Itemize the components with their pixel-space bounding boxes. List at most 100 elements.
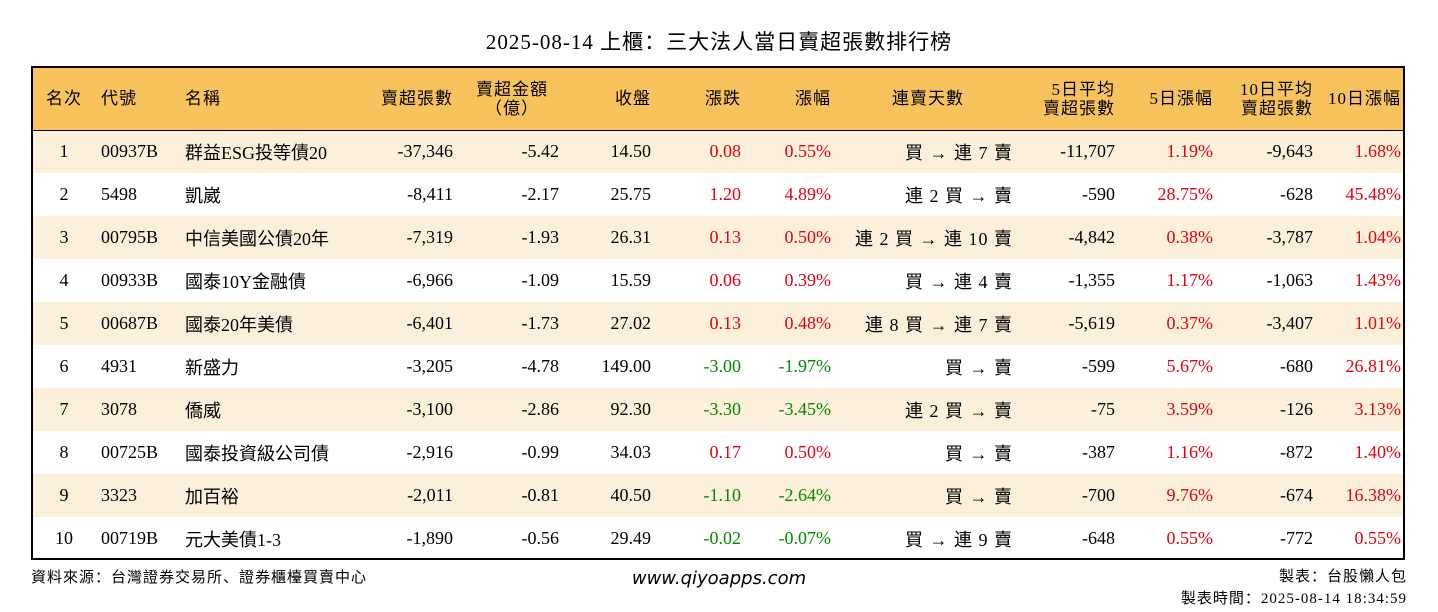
cell-avg10: -680 (1280, 356, 1313, 376)
cell-streak: 連 8 買 → 連 7 賣 (865, 314, 1013, 335)
cell-name: 凱崴 (185, 185, 221, 206)
cell-close: 34.03 (610, 442, 652, 462)
cell-streak: 買 → 賣 (945, 443, 1013, 464)
cell-sell-amount: -0.99 (521, 442, 560, 462)
cell-pct5: 5.67% (1166, 356, 1214, 376)
cell-streak: 買 → 連 4 賣 (905, 271, 1013, 292)
cell-rank: 10 (55, 528, 73, 548)
website-link[interactable]: www.qiyoapps.com (631, 568, 807, 589)
cell-streak: 買 → 賣 (945, 357, 1013, 378)
cell-name: 僑威 (185, 400, 221, 421)
cell-pct10: 16.38% (1345, 485, 1402, 505)
cell-name: 新盛力 (185, 357, 239, 378)
footer-credits: 製表：台股懶人包 製表時間：2025-08-14 18:34:59 (1181, 566, 1407, 610)
header-avg10: 10日平均 賣超張數 (1219, 68, 1319, 131)
cell-pct5: 9.76% (1166, 485, 1214, 505)
header-code: 代號 (95, 68, 179, 131)
cell-code: 00687B (101, 313, 159, 333)
table-row: 5 00687B 國泰20年美債 -6,401 -1.73 27.02 0.13 0.48% 連… (33, 302, 1403, 345)
cell-name: 元大美債1-3 (185, 529, 281, 550)
cell-rank: 8 (59, 442, 69, 462)
cell-close: 92.30 (610, 399, 652, 419)
cell-pct5: 1.17% (1166, 270, 1214, 290)
cell-avg5: -5,619 (1068, 313, 1116, 333)
header-avg5: 5日平均 賣超張數 (1019, 68, 1121, 131)
table-row: 9 3323 加百裕 -2,011 -0.81 40.50 -1.10 -2.64% 買 → 賣… (33, 474, 1403, 517)
cell-rank: 5 (59, 313, 69, 333)
cell-change: 0.08 (709, 141, 742, 162)
table-row: 2 5498 凱崴 -8,411 -2.17 25.75 1.20 4.89% 連 2 買 → … (33, 173, 1403, 216)
cell-change: -3.00 (703, 356, 742, 376)
table-body: 1 00937B 群益ESG投等債20 -37,346 -5.42 14.50 0.08 0.… (33, 130, 1403, 558)
cell-rank: 2 (59, 184, 69, 204)
cell-pct10: 26.81% (1345, 356, 1402, 376)
cell-sell-amount: -2.17 (521, 184, 560, 204)
cell-pct10: 45.48% (1345, 184, 1402, 204)
table-header-row: 名次 代號 名稱 賣超張數 賣超金額 （億） 收盤 漲跌 漲幅 連賣天數 5日平均… (33, 68, 1403, 131)
header-avg10-line1: 10日平均 (1240, 79, 1313, 99)
header-sell-shares: 賣超張數 (351, 68, 459, 131)
cell-change: -0.02 (703, 528, 742, 548)
header-name: 名稱 (179, 68, 351, 131)
cell-pct5: 28.75% (1157, 184, 1214, 204)
cell-avg5: -387 (1082, 442, 1115, 462)
cell-sell-amount: -5.42 (521, 141, 560, 162)
cell-avg5: -590 (1082, 184, 1115, 204)
cell-close: 149.00 (601, 356, 652, 376)
cell-change-pct: 0.55% (784, 141, 832, 162)
cell-streak: 連 2 買 → 賣 (905, 185, 1013, 206)
cell-avg10: -872 (1280, 442, 1313, 462)
cell-code: 00937B (101, 141, 159, 162)
cell-code: 00795B (101, 227, 159, 247)
cell-change: 0.06 (709, 270, 742, 290)
cell-pct5: 1.16% (1166, 442, 1214, 462)
table-row: 7 3078 僑威 -3,100 -2.86 92.30 -3.30 -3.45% 連 2 買 … (33, 388, 1403, 431)
header-sell-amount-line2: （億） (485, 98, 539, 118)
cell-change-pct: -3.45% (778, 399, 832, 419)
cell-sell-amount: -1.73 (521, 313, 560, 333)
header-sell-amount-line1: 賣超金額 (476, 79, 548, 99)
cell-sell-shares: -37,346 (397, 141, 454, 162)
cell-code: 00719B (101, 528, 159, 548)
header-rank: 名次 (33, 68, 95, 131)
cell-streak: 連 2 買 → 連 10 賣 (855, 228, 1013, 249)
cell-rank: 3 (59, 227, 69, 247)
cell-pct10: 1.68% (1354, 141, 1402, 162)
cell-rank: 7 (59, 399, 69, 419)
cell-pct10: 0.55% (1354, 528, 1402, 548)
table-row: 8 00725B 國泰投資級公司債 -2,916 -0.99 34.03 0.17 0.50%… (33, 431, 1403, 474)
cell-change-pct: -0.07% (778, 528, 832, 548)
cell-sell-amount: -0.81 (521, 485, 560, 505)
table-row: 1 00937B 群益ESG投等債20 -37,346 -5.42 14.50 0.08 0.… (33, 130, 1403, 173)
cell-close: 27.02 (610, 313, 652, 333)
header-avg5-line1: 5日平均 (1051, 79, 1115, 99)
cell-name: 國泰20年美債 (185, 314, 293, 335)
cell-avg5: -4,842 (1068, 227, 1116, 247)
header-pct10: 10日漲幅 (1319, 68, 1403, 131)
cell-pct5: 0.55% (1166, 528, 1214, 548)
cell-change-pct: 0.48% (784, 313, 832, 333)
cell-sell-amount: -0.56 (521, 528, 560, 548)
cell-avg10: -772 (1280, 528, 1313, 548)
cell-avg5: -648 (1082, 528, 1115, 548)
cell-close: 40.50 (610, 485, 652, 505)
cell-sell-amount: -1.09 (521, 270, 560, 290)
cell-sell-shares: -2,011 (407, 485, 453, 505)
cell-change: 0.17 (709, 442, 742, 462)
cell-pct10: 3.13% (1354, 399, 1402, 419)
cell-rank: 1 (59, 141, 69, 162)
cell-name: 國泰投資級公司債 (185, 443, 329, 464)
cell-streak: 買 → 連 7 賣 (905, 142, 1013, 163)
cell-change-pct: 0.50% (784, 442, 832, 462)
header-avg5-line2: 賣超張數 (1043, 98, 1115, 118)
cell-pct5: 1.19% (1166, 141, 1214, 162)
cell-close: 14.50 (610, 141, 652, 162)
cell-avg10: -3,787 (1266, 227, 1314, 247)
table-row: 4 00933B 國泰10Y金融債 -6,966 -1.09 15.59 0.06 0.39%… (33, 259, 1403, 302)
cell-sell-shares: -2,916 (406, 442, 454, 462)
header-close: 收盤 (565, 68, 657, 131)
data-source: 資料來源：台灣證券交易所、證券櫃檯買賣中心 (31, 570, 368, 586)
cell-avg5: -11,707 (1060, 141, 1115, 162)
header-streak: 連賣天數 (837, 68, 1019, 131)
cell-sell-amount: -4.78 (521, 356, 560, 376)
